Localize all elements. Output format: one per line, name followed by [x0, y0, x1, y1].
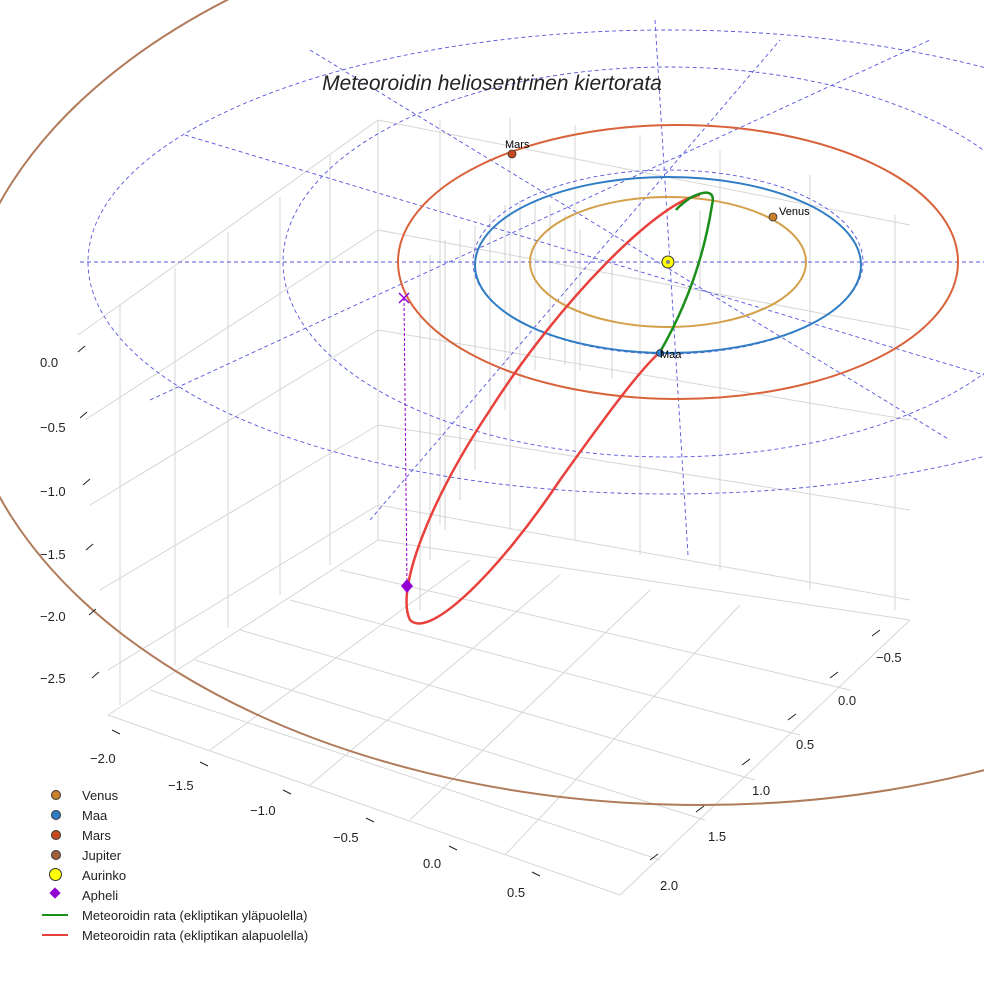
- y-tick-label: 0.0: [838, 693, 856, 708]
- y-tick-label: 1.0: [752, 783, 770, 798]
- legend-item-venus: Venus: [38, 785, 308, 805]
- meteoroid-orbit-above: [658, 191, 715, 353]
- legend-label: Apheli: [82, 887, 119, 903]
- z-tick-label: −2.0: [40, 609, 66, 624]
- legend-label: Mars: [82, 827, 111, 843]
- aphelion-projection: [403, 297, 408, 587]
- aphelion-projection-marker: [398, 292, 410, 304]
- z-tick-label: 0.0: [40, 355, 58, 370]
- venus-marker: [768, 212, 778, 222]
- legend-label: Meteoroidin rata (ekliptikan yläpuolella…: [82, 907, 308, 923]
- legend-label: Meteoroidin rata (ekliptikan alapuolella…: [82, 927, 309, 943]
- drop-lines: [419, 200, 701, 610]
- venus-label: Venus: [779, 206, 810, 218]
- y-tick-label: 0.5: [796, 737, 814, 752]
- y-tick-label: −0.5: [876, 650, 902, 665]
- meteoroid-orbit-below: [405, 193, 701, 625]
- z-axis: 0.0 −0.5 −1.0 −1.5 −2.0 −2.5: [40, 345, 100, 686]
- z-tick-label: −1.0: [40, 484, 66, 499]
- y-tick-label: 1.5: [708, 829, 726, 844]
- legend-maa-marker: [51, 810, 61, 820]
- mars-label: Mars: [505, 139, 530, 151]
- venus-orbit: [529, 196, 807, 328]
- z-tick-label: −2.5: [40, 671, 66, 686]
- legend-aphelion-marker: [49, 887, 61, 899]
- x-tick-label: −1.5: [168, 778, 194, 793]
- legend-sun-marker: [49, 868, 62, 881]
- legend-mars-marker: [51, 830, 61, 840]
- x-tick-label: 0.0: [423, 856, 441, 871]
- legend-item-aurinko: Aurinko: [38, 865, 308, 885]
- chart-title: Meteoroidin heliosentrinen kiertorata: [322, 72, 662, 95]
- legend-item-maa: Maa: [38, 805, 308, 825]
- legend-label: Venus: [82, 787, 119, 803]
- legend-label: Maa: [82, 807, 108, 823]
- earth-marker: [656, 349, 664, 357]
- legend-item-apheli: Apheli: [38, 885, 308, 905]
- legend-venus-marker: [51, 790, 61, 800]
- legend-item-orbit-below: Meteoroidin rata (ekliptikan alapuolella…: [38, 925, 308, 945]
- earth-orbit: [474, 176, 862, 354]
- mars-marker: [507, 149, 517, 159]
- legend-green-line: [42, 914, 68, 916]
- legend-item-jupiter: Jupiter: [38, 845, 308, 865]
- x-tick-label: −1.0: [250, 803, 276, 818]
- aphelion-marker: [401, 579, 413, 593]
- earth-label: Maa: [660, 349, 682, 361]
- grid-lines: [77, 118, 911, 896]
- legend: Venus Maa Mars Jupiter Aurinko Apheli Me…: [38, 785, 308, 945]
- legend-jupiter-marker: [51, 850, 61, 860]
- legend-label: Jupiter: [82, 847, 122, 863]
- legend-label: Aurinko: [82, 867, 127, 883]
- y-axis: −0.5 0.0 0.5 1.0 1.5 2.0: [649, 629, 902, 893]
- ecliptic-grid: [80, 19, 984, 556]
- jupiter-orbit: [0, 0, 984, 806]
- x-tick-label: −2.0: [90, 751, 116, 766]
- z-tick-label: −0.5: [40, 420, 66, 435]
- x-tick-label: 0.5: [507, 885, 525, 900]
- mars-orbit: [397, 124, 959, 400]
- x-axis: −2.0 −1.5 −1.0 −0.5 0.0 0.5: [90, 729, 541, 900]
- legend-item-orbit-above: Meteoroidin rata (ekliptikan yläpuolella…: [38, 905, 308, 925]
- x-tick-label: −0.5: [333, 830, 359, 845]
- legend-red-line: [42, 934, 68, 936]
- legend-item-mars: Mars: [38, 825, 308, 845]
- sun-core: [666, 260, 670, 264]
- z-tick-label: −1.5: [40, 547, 66, 562]
- y-tick-label: 2.0: [660, 878, 678, 893]
